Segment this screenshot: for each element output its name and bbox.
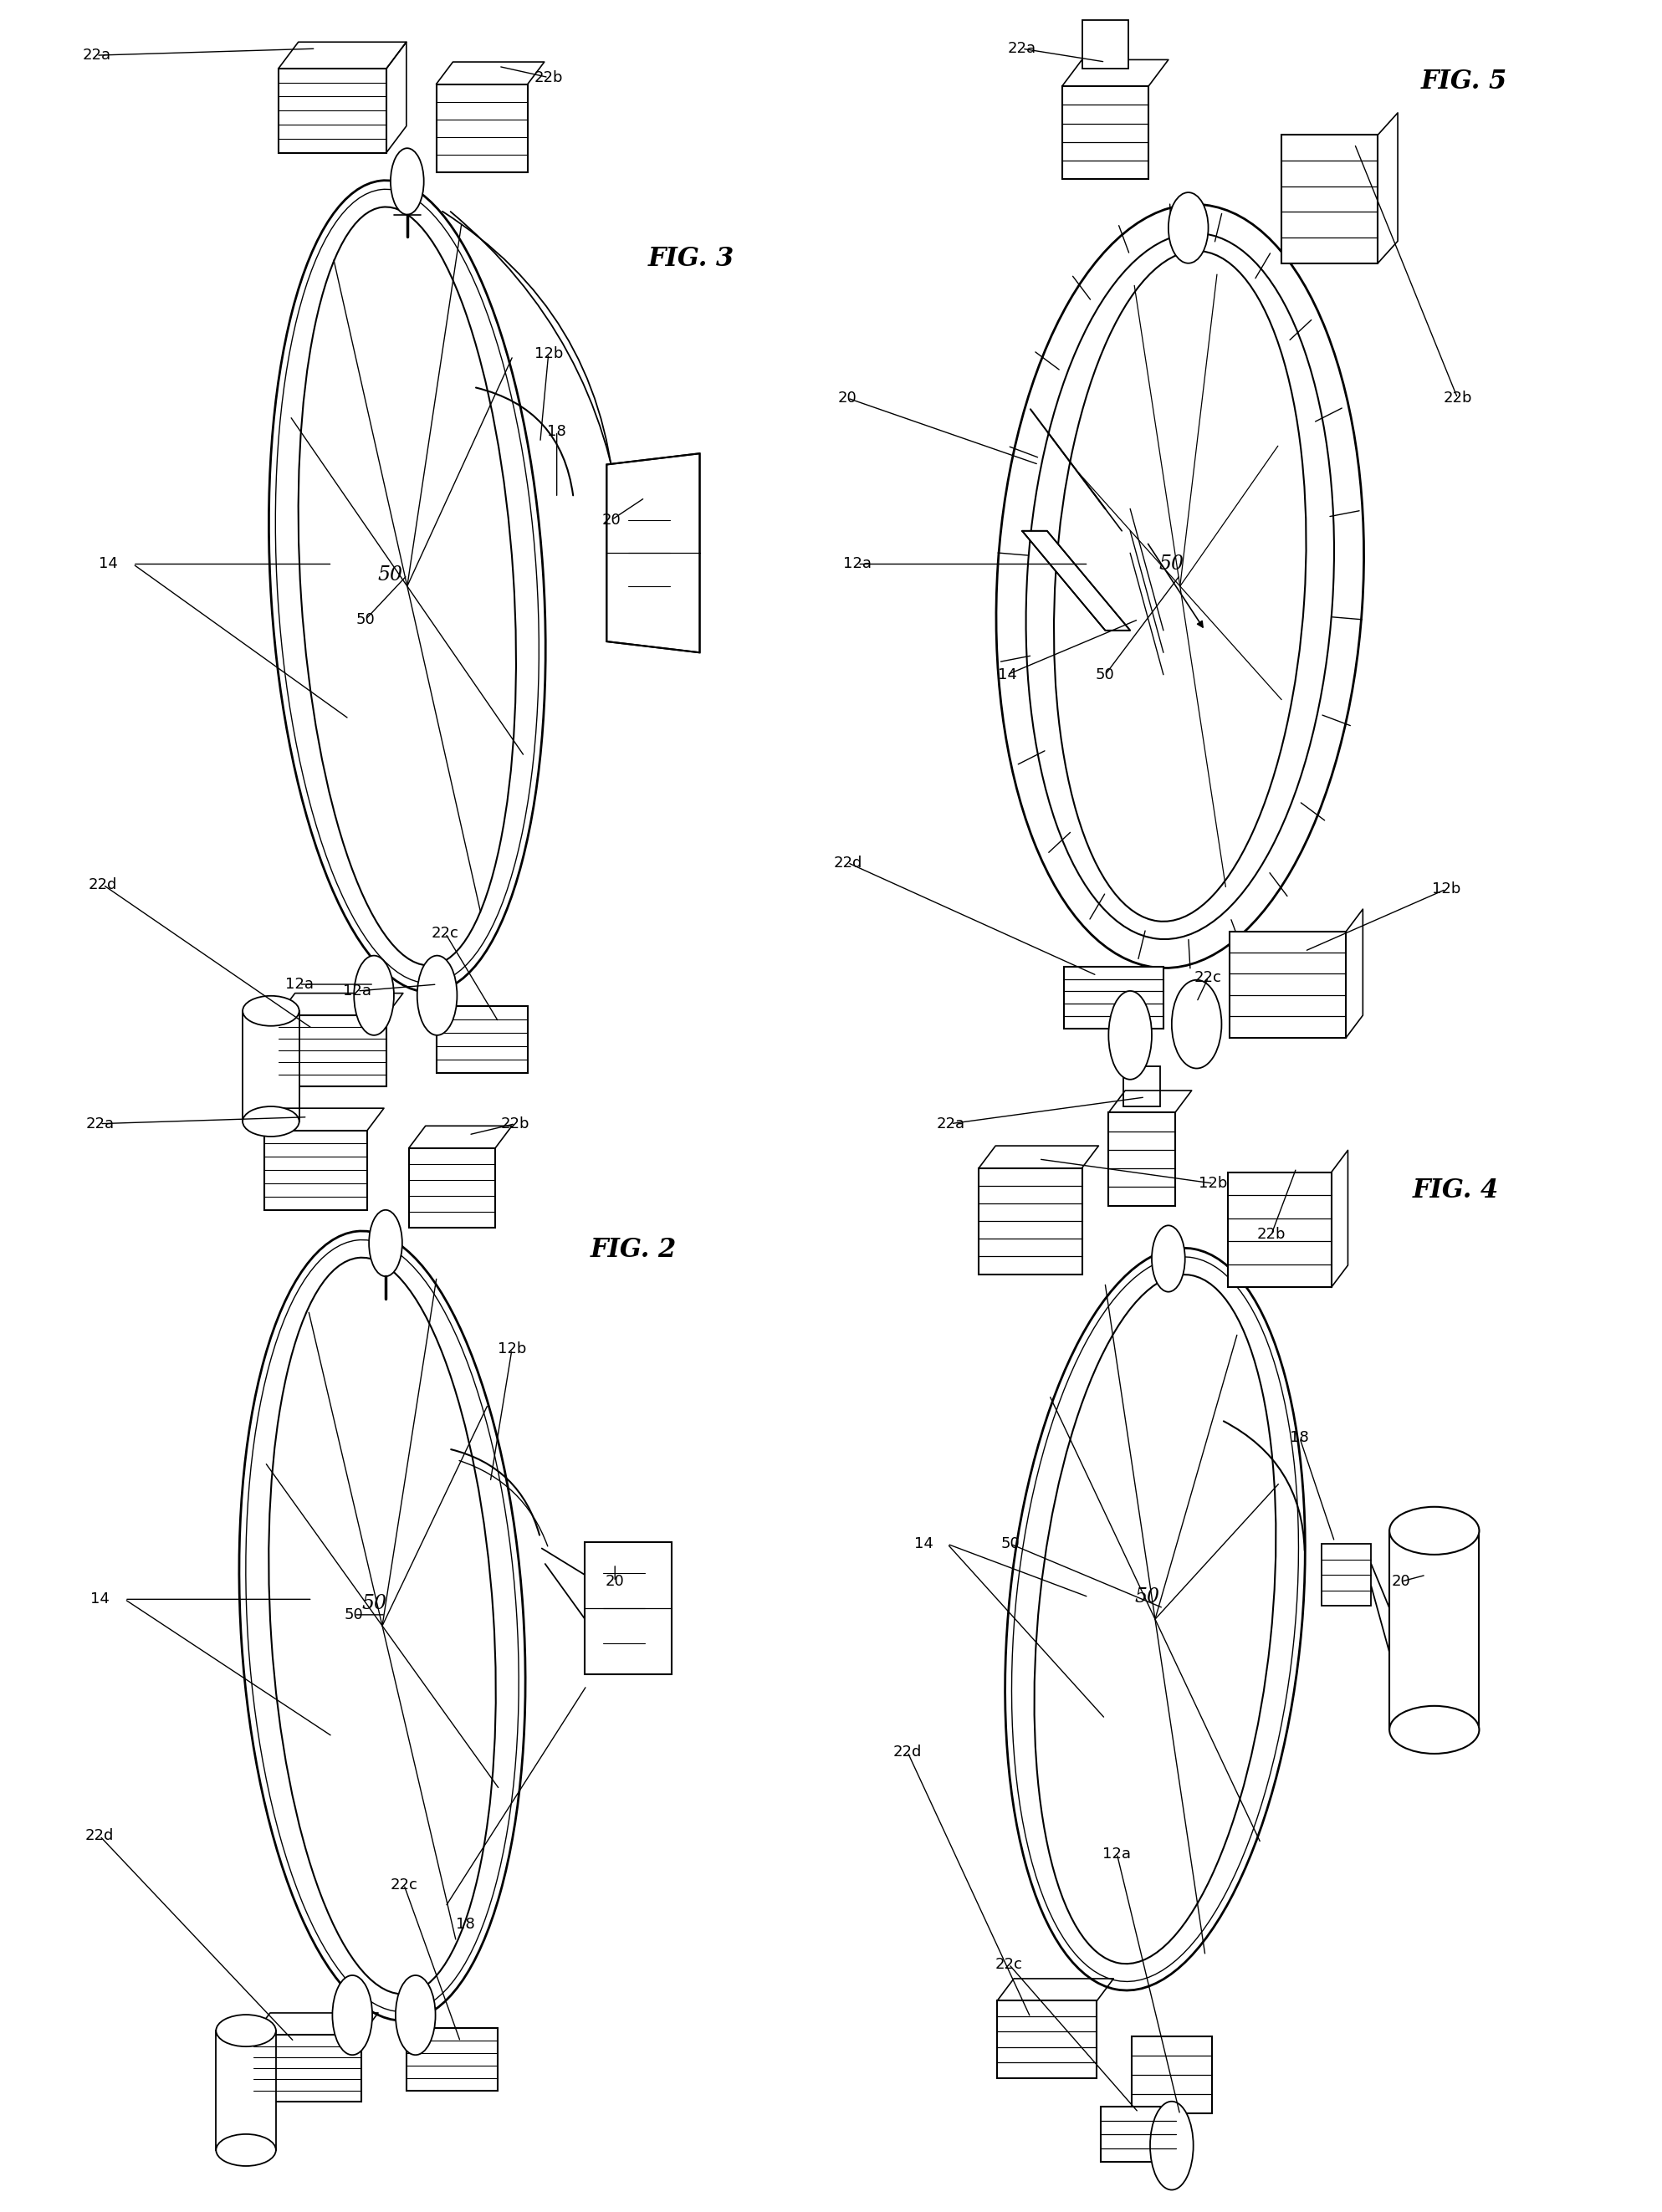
Text: 20: 20	[1391, 1575, 1411, 1588]
Text: 22b: 22b	[534, 71, 563, 84]
Ellipse shape	[243, 1106, 299, 1137]
Ellipse shape	[269, 1259, 495, 1993]
Ellipse shape	[1172, 980, 1222, 1068]
Ellipse shape	[332, 1975, 372, 2055]
Bar	[1109, 1113, 1175, 1206]
Text: 14: 14	[997, 668, 1017, 681]
Text: 22d: 22d	[833, 856, 863, 869]
Text: 18: 18	[1290, 1431, 1310, 1444]
Text: 12b: 12b	[1431, 883, 1461, 896]
Text: 12b: 12b	[1198, 1177, 1228, 1190]
Text: FIG. 3: FIG. 3	[648, 246, 735, 272]
Ellipse shape	[417, 956, 457, 1035]
Text: 20: 20	[602, 513, 622, 526]
Bar	[1230, 931, 1346, 1037]
Text: 50: 50	[1133, 1588, 1160, 1606]
Bar	[1062, 86, 1148, 179]
Ellipse shape	[391, 148, 424, 215]
Ellipse shape	[354, 956, 394, 1035]
Text: 22a: 22a	[81, 49, 111, 62]
Text: 50: 50	[377, 566, 404, 584]
Bar	[1281, 135, 1378, 263]
Ellipse shape	[1034, 1274, 1276, 1964]
Text: 22d: 22d	[88, 878, 118, 891]
Bar	[1100, 2106, 1177, 2163]
Bar	[216, 2031, 276, 2150]
Text: 50: 50	[1095, 668, 1115, 681]
Ellipse shape	[1168, 192, 1208, 263]
Bar	[435, 1006, 527, 1073]
Bar	[409, 1148, 495, 1228]
Ellipse shape	[396, 1975, 435, 2055]
Text: 22c: 22c	[1195, 971, 1222, 984]
Bar	[279, 1015, 387, 1086]
Text: 14: 14	[90, 1593, 110, 1606]
Text: 50: 50	[361, 1595, 387, 1613]
Text: 50: 50	[344, 1608, 364, 1621]
Polygon shape	[607, 453, 700, 653]
Bar	[279, 69, 387, 153]
Ellipse shape	[1389, 1705, 1479, 1754]
Text: 20: 20	[605, 1575, 625, 1588]
Text: 18: 18	[455, 1918, 475, 1931]
Bar	[585, 1542, 671, 1674]
Text: 14: 14	[98, 557, 118, 571]
Polygon shape	[1022, 531, 1130, 630]
Text: 50: 50	[1001, 1537, 1020, 1551]
Ellipse shape	[1109, 991, 1152, 1079]
Text: 22d: 22d	[85, 1829, 115, 1843]
Text: 22a: 22a	[85, 1117, 115, 1130]
Ellipse shape	[1054, 250, 1306, 922]
Ellipse shape	[1006, 1248, 1305, 1991]
Ellipse shape	[239, 1232, 525, 2020]
Bar	[435, 84, 527, 173]
Ellipse shape	[216, 2015, 276, 2046]
Text: 12a: 12a	[284, 978, 314, 991]
Text: FIG. 2: FIG. 2	[590, 1237, 676, 1263]
Bar	[997, 2000, 1097, 2079]
Text: 22c: 22c	[996, 1958, 1022, 1971]
Ellipse shape	[216, 2135, 276, 2166]
Bar	[1321, 1544, 1371, 1606]
Text: 18: 18	[547, 425, 567, 438]
Text: 50: 50	[1158, 555, 1185, 573]
Bar	[243, 1011, 299, 1121]
Bar	[1132, 2035, 1212, 2115]
Bar	[253, 2035, 362, 2101]
Ellipse shape	[269, 181, 545, 991]
Bar	[979, 1168, 1082, 1274]
Ellipse shape	[243, 995, 299, 1026]
Text: 12a: 12a	[342, 984, 372, 998]
Text: 20: 20	[838, 392, 858, 405]
Text: FIG. 4: FIG. 4	[1413, 1177, 1499, 1203]
Bar	[407, 2028, 499, 2090]
Text: 12b: 12b	[497, 1343, 527, 1356]
Ellipse shape	[996, 204, 1365, 969]
Bar	[264, 1130, 367, 1210]
Bar	[1124, 1066, 1160, 1106]
Bar	[1082, 20, 1128, 69]
Text: 22b: 22b	[500, 1117, 530, 1130]
Text: 22b: 22b	[1256, 1228, 1286, 1241]
Ellipse shape	[1152, 1225, 1185, 1292]
Text: 22d: 22d	[892, 1745, 922, 1759]
Text: 22c: 22c	[391, 1878, 417, 1891]
Text: 22a: 22a	[1007, 42, 1037, 55]
Text: 12a: 12a	[1102, 1847, 1132, 1860]
Bar	[1228, 1172, 1331, 1287]
Ellipse shape	[1150, 2101, 1193, 2190]
Ellipse shape	[1389, 1506, 1479, 1555]
Text: FIG. 5: FIG. 5	[1421, 69, 1507, 95]
Text: 50: 50	[356, 613, 376, 626]
Text: 22c: 22c	[432, 927, 459, 940]
Text: 22b: 22b	[1443, 392, 1473, 405]
Text: 12a: 12a	[843, 557, 873, 571]
Ellipse shape	[299, 208, 515, 964]
Ellipse shape	[369, 1210, 402, 1276]
Bar	[1389, 1531, 1479, 1730]
Text: 14: 14	[914, 1537, 934, 1551]
Text: 22a: 22a	[936, 1117, 966, 1130]
Text: 12b: 12b	[534, 347, 563, 361]
Bar	[1064, 967, 1163, 1029]
